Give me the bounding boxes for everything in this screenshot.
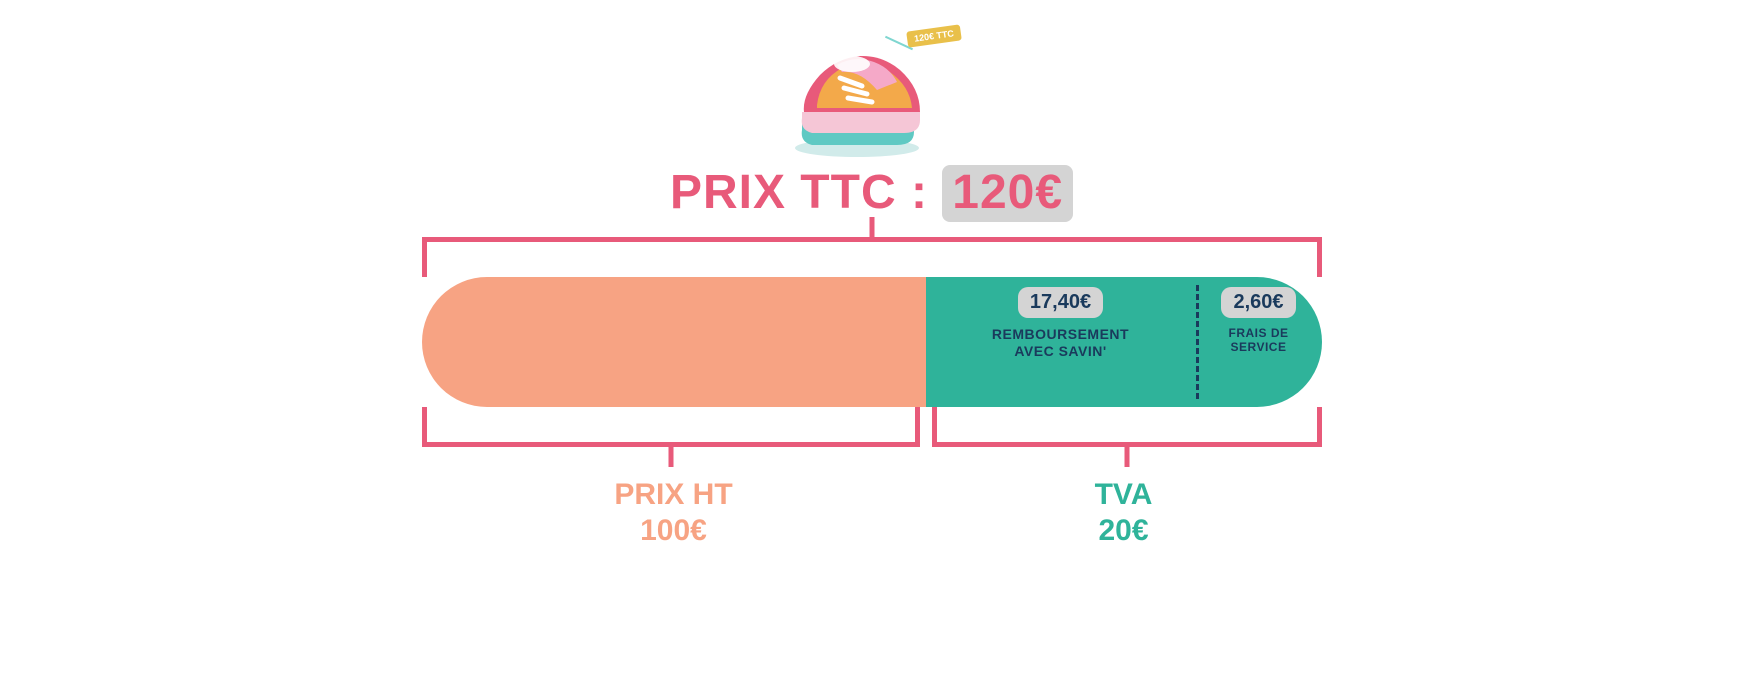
label-tva-value: 20€	[926, 513, 1322, 549]
label-tva-name: TVA	[926, 477, 1322, 513]
title-label: PRIX TTC :	[670, 166, 942, 219]
shoe-illustration: 120€ TTC	[782, 20, 962, 160]
price-bar: 17,40€ REMBOURSEMENT AVEC SAVIN' 2,60€ F…	[422, 277, 1322, 407]
segment-frais-content: 2,60€ FRAIS DE SERVICE	[1196, 287, 1322, 355]
segment-remboursement: 17,40€ REMBOURSEMENT AVEC SAVIN'	[926, 277, 1196, 407]
main-title: PRIX TTC : 120€	[372, 165, 1372, 222]
frais-badge: 2,60€	[1221, 287, 1295, 318]
infographic-container: 120€ TTC PRIX TTC : 120€ 17,40€ REMBOURS…	[372, 20, 1372, 549]
remboursement-label: REMBOURSEMENT AVEC SAVIN'	[932, 326, 1190, 360]
bracket-tva	[932, 407, 1322, 447]
title-value: 120€	[942, 165, 1073, 222]
top-bracket	[422, 237, 1322, 277]
segment-remboursement-content: 17,40€ REMBOURSEMENT AVEC SAVIN'	[926, 287, 1196, 360]
remboursement-badge: 17,40€	[1018, 287, 1103, 318]
frais-label: FRAIS DE SERVICE	[1202, 326, 1316, 355]
label-ht-name: PRIX HT	[422, 477, 926, 513]
bracket-ht	[422, 407, 920, 447]
label-tva: TVA 20€	[926, 477, 1322, 549]
segment-prix-ht	[422, 277, 926, 407]
segment-frais: 2,60€ FRAIS DE SERVICE	[1196, 277, 1322, 407]
bottom-brackets	[422, 407, 1322, 447]
label-ht-value: 100€	[422, 513, 926, 549]
bottom-labels: PRIX HT 100€ TVA 20€	[422, 477, 1322, 549]
label-ht: PRIX HT 100€	[422, 477, 926, 549]
